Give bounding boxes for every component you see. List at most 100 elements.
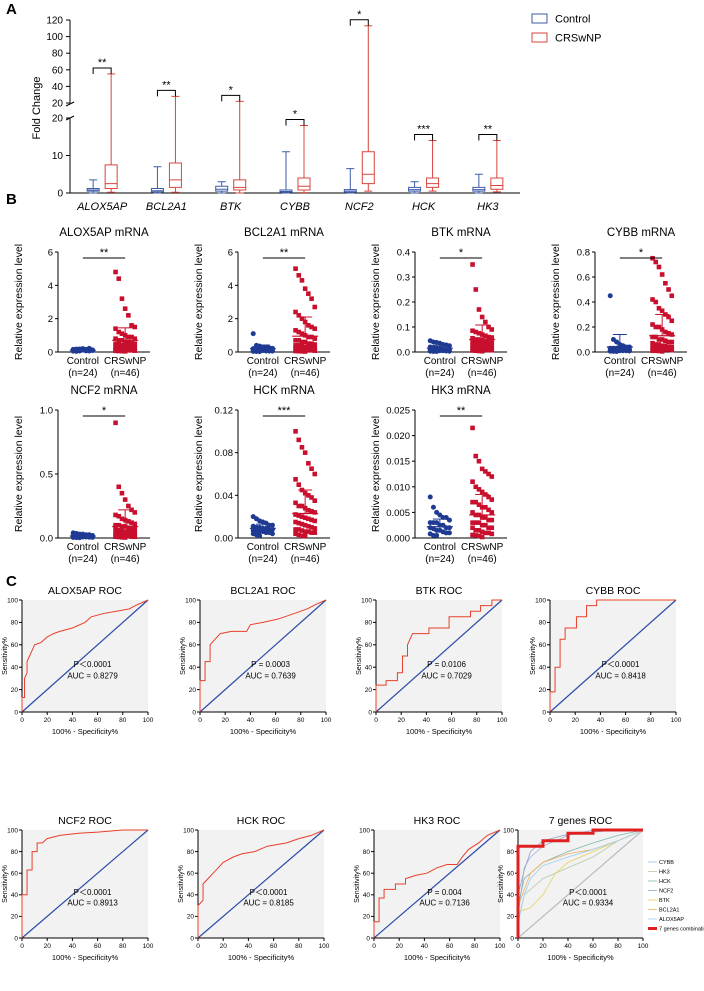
point <box>312 348 318 353</box>
x-axis-label: 100% - Specificity% <box>406 727 473 736</box>
point <box>119 528 125 533</box>
y-tick-label: 4 <box>48 281 53 292</box>
point <box>122 535 128 540</box>
point <box>293 266 298 271</box>
point <box>113 522 118 528</box>
y-tick-label: 4 <box>228 281 233 292</box>
y-tick-label: 0 <box>510 935 514 942</box>
point <box>122 529 128 534</box>
chart-title: BTK ROC <box>416 585 463 597</box>
point <box>250 331 256 337</box>
y-tick-label: 0.12 <box>215 406 234 417</box>
x-tick-label: 80 <box>119 943 127 950</box>
legend-label: BTK <box>659 898 670 904</box>
point <box>434 532 440 538</box>
box <box>150 188 164 193</box>
x-tick-label: 60 <box>448 717 456 724</box>
y-tick-label: 2 <box>228 314 233 325</box>
point <box>309 509 314 514</box>
x-tick-label: 100 <box>143 943 154 950</box>
point <box>309 525 314 530</box>
point <box>626 348 632 354</box>
point <box>483 347 488 352</box>
point <box>470 262 475 267</box>
point <box>309 341 314 346</box>
y-tick-label: 0.000 <box>386 534 410 545</box>
point <box>296 482 302 487</box>
point <box>489 327 495 332</box>
point <box>116 534 122 540</box>
x-axis-label: 100% - Specificity% <box>580 727 647 736</box>
x-tick-label: Control <box>247 356 279 367</box>
y-tick-label: 0 <box>14 935 18 942</box>
point <box>306 529 311 534</box>
y-tick-label: 80 <box>187 849 195 856</box>
y-tick-label: 80 <box>52 49 64 60</box>
point <box>607 293 613 299</box>
y-tick-label: 100 <box>361 597 372 604</box>
point <box>296 313 302 318</box>
roc-curve <box>549 599 676 712</box>
point <box>129 343 134 349</box>
x-tick-label: 20 <box>539 943 547 950</box>
point <box>427 494 433 500</box>
point <box>476 520 482 525</box>
y-tick-label: 40 <box>11 892 19 899</box>
y-tick-label: 0 <box>48 348 53 359</box>
x-tick-label: 40 <box>69 717 77 724</box>
y-tick-label: 0 <box>14 709 18 716</box>
point <box>306 341 311 346</box>
point <box>434 349 440 354</box>
annotation: P = 0.0003 <box>251 660 290 669</box>
chart-title: HK3 mRNA <box>431 385 491 397</box>
point <box>299 331 305 336</box>
point <box>489 347 495 353</box>
point <box>122 497 128 502</box>
point <box>659 337 665 342</box>
x-tick-label: 100 <box>638 943 649 950</box>
point <box>470 525 475 531</box>
point <box>656 342 662 347</box>
point <box>486 347 491 353</box>
point <box>113 269 118 275</box>
point <box>302 529 308 534</box>
point <box>126 334 131 340</box>
y-tick-label: 80 <box>507 849 515 856</box>
point <box>306 344 311 350</box>
point <box>312 471 318 477</box>
legend-label: BCL2A1 <box>659 908 680 914</box>
y-tick-label: 80 <box>539 620 547 627</box>
y-tick-label: 0.4 <box>397 248 410 259</box>
x-tick-label: 0 <box>196 943 200 950</box>
point <box>663 329 668 335</box>
point <box>476 458 482 464</box>
point <box>296 532 302 538</box>
point <box>666 344 671 350</box>
y-tick-label: 40 <box>189 665 197 672</box>
point <box>293 429 298 434</box>
point <box>476 344 482 349</box>
point <box>650 340 655 346</box>
x-tick-label: 100 <box>497 717 508 724</box>
annotation: AUC = 0.8418 <box>595 671 646 680</box>
point <box>483 338 488 344</box>
x-tick-label: 100 <box>319 943 330 950</box>
point <box>650 345 655 350</box>
point <box>486 339 491 344</box>
significance-bracket <box>221 94 241 102</box>
point <box>489 510 495 515</box>
point <box>296 503 302 509</box>
annotation: AUC = 0.8279 <box>67 671 118 680</box>
x-axis-label: 100% - Specificity% <box>52 727 119 736</box>
y-tick-label: 60 <box>539 642 547 649</box>
point <box>470 328 475 334</box>
point <box>473 520 479 525</box>
point <box>306 291 311 296</box>
point <box>132 521 138 527</box>
point <box>669 344 675 350</box>
point <box>312 498 318 503</box>
point <box>132 510 138 515</box>
point <box>479 348 485 354</box>
y-tick-label: 100 <box>7 827 18 834</box>
point <box>302 344 308 350</box>
